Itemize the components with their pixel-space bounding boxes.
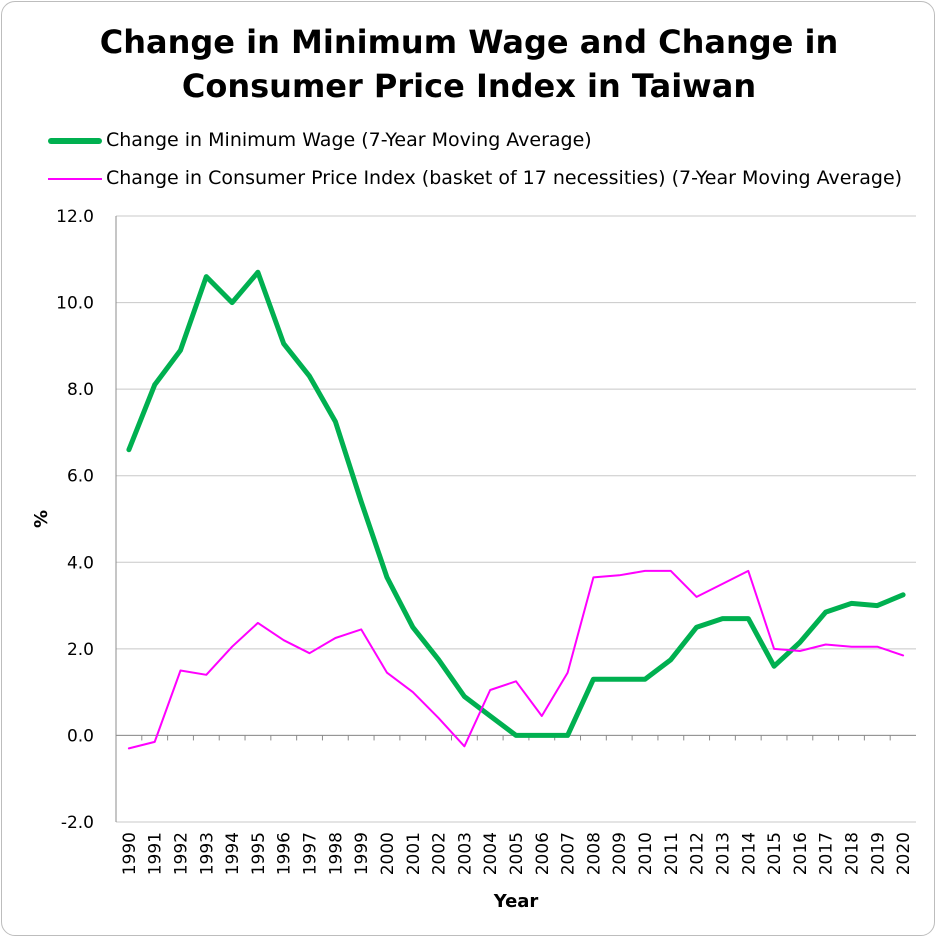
chart-title-line-2: Consumer Price Index in Taiwan bbox=[181, 67, 757, 105]
x-tick-label: 2015 bbox=[765, 832, 785, 875]
x-tick-label: 2014 bbox=[739, 832, 759, 875]
x-tick-label: 1990 bbox=[120, 832, 140, 875]
axes bbox=[115, 216, 916, 822]
x-tick-label: 2006 bbox=[533, 832, 553, 875]
x-tick-label: 2018 bbox=[842, 832, 862, 875]
x-tick-label: 2001 bbox=[404, 832, 424, 875]
x-tick-label: 1998 bbox=[326, 832, 346, 875]
legend-swatch-cpi bbox=[48, 178, 102, 180]
chart-title-line-1: Change in Minimum Wage and Change in bbox=[99, 23, 839, 61]
x-tick-label: 2000 bbox=[378, 832, 398, 875]
x-tick-label: 1997 bbox=[301, 832, 321, 875]
x-tick-label: 2008 bbox=[584, 832, 604, 875]
x-tick-label: 2003 bbox=[455, 832, 475, 875]
x-tick-label: 2002 bbox=[430, 832, 450, 875]
y-axis-label: % bbox=[31, 510, 52, 528]
y-tick-label: 2.0 bbox=[67, 640, 94, 660]
x-axis-label: Year bbox=[493, 891, 539, 912]
x-tick-label: 2019 bbox=[868, 832, 888, 875]
x-tick-label: 2020 bbox=[894, 832, 914, 875]
x-tick-label: 1993 bbox=[197, 832, 217, 875]
x-tick-label: 1995 bbox=[249, 832, 269, 875]
x-tick-label: 1991 bbox=[146, 832, 166, 875]
x-tick-label: 2004 bbox=[481, 832, 501, 875]
x-tick-labels: 1990 1991 1992 1993 1994 1995 1996 1997 1998 1999… bbox=[120, 832, 914, 875]
y-tick-label: 8.0 bbox=[67, 380, 94, 400]
y-tick-label: 4.0 bbox=[67, 553, 94, 573]
x-tick-label: 2007 bbox=[559, 832, 579, 875]
x-tick-label: 2011 bbox=[662, 832, 682, 875]
x-tick-label: 1996 bbox=[275, 832, 295, 875]
x-tick-label: 1992 bbox=[172, 832, 192, 875]
x-tick-label: 1999 bbox=[352, 832, 372, 875]
series-lines bbox=[126, 269, 906, 750]
x-tick-label: 2012 bbox=[688, 832, 708, 875]
y-tick-label: -2.0 bbox=[61, 813, 94, 833]
y-tick-label: 12.0 bbox=[56, 207, 94, 227]
x-tick-label: 2013 bbox=[713, 832, 733, 875]
legend-label-minimum-wage: Change in Minimum Wage (7-Year Moving Av… bbox=[106, 129, 592, 151]
x-tick-label: 2016 bbox=[791, 832, 811, 875]
gridlines bbox=[116, 215, 916, 823]
x-tick-label: 2009 bbox=[610, 832, 630, 875]
chart-title: Change in Minimum Wage and Change in Con… bbox=[0, 20, 938, 108]
x-tick-label: 2005 bbox=[507, 832, 527, 875]
y-tick-labels: -2.0 0.0 2.0 4.0 6.0 8.0 10.0 12.0 bbox=[56, 207, 94, 833]
y-tick-label: 0.0 bbox=[67, 726, 94, 746]
series-line-minimum-wage bbox=[126, 269, 906, 738]
legend-swatch-minimum-wage bbox=[48, 138, 102, 144]
y-tick-label: 6.0 bbox=[67, 467, 94, 487]
legend-label-cpi: Change in Consumer Price Index (basket o… bbox=[106, 167, 903, 189]
x-tick-label: 2017 bbox=[817, 832, 837, 875]
x-tick-label: 1994 bbox=[223, 832, 243, 875]
y-tick-label: 10.0 bbox=[56, 294, 94, 314]
x-tick-label: 2010 bbox=[636, 832, 656, 875]
series-line-cpi bbox=[127, 569, 905, 750]
